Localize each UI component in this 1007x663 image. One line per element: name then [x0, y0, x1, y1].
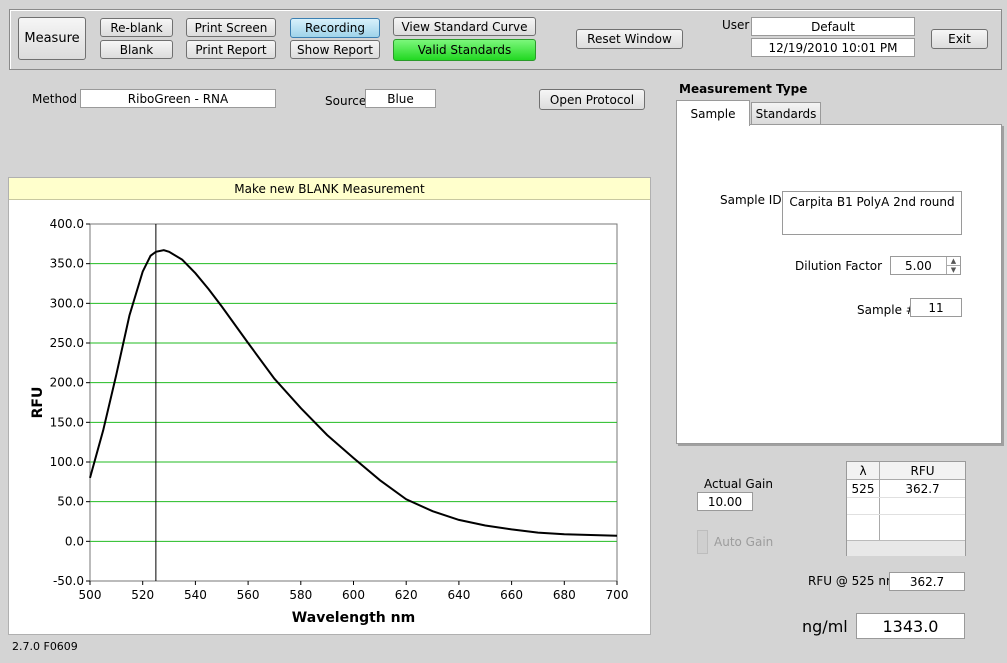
tab-sample[interactable]: Sample: [676, 100, 750, 126]
x-axis-label: Wavelength nm: [292, 610, 415, 626]
rfu-header: RFU: [910, 463, 935, 478]
user-label: User: [722, 18, 750, 32]
x-tick-label: 500: [79, 588, 102, 602]
x-tick-label: 640: [447, 588, 470, 602]
x-tick-label: 520: [131, 588, 154, 602]
version-label: 2.7.0 F0609: [12, 640, 78, 653]
auto-gain-label: Auto Gain: [714, 535, 774, 549]
y-tick-label: 350.0: [50, 257, 84, 271]
valid-standards-indicator: Valid Standards: [393, 39, 536, 61]
spectrum-chart: Make new BLANK Measurement 400.0 350.0 300…: [8, 177, 651, 635]
rfu-at-field: 362.7: [889, 572, 965, 591]
column-divider: [879, 462, 880, 540]
source-field[interactable]: Blue: [365, 89, 436, 108]
table-cell-lambda: 525: [851, 481, 875, 496]
y-tick-label: 250.0: [50, 336, 84, 350]
y-tick-label: 100.0: [50, 455, 84, 469]
table-header: [847, 462, 965, 480]
table-scrollbar[interactable]: [847, 540, 965, 556]
print-screen-button[interactable]: Print Screen: [186, 18, 276, 37]
tab-standards[interactable]: Standards: [751, 102, 821, 125]
row-divider: [847, 514, 965, 515]
chart-message: Make new BLANK Measurement: [9, 178, 650, 200]
table-cell-rfu: 362.7: [905, 481, 940, 496]
x-tick-label: 660: [500, 588, 523, 602]
sample-tab-panel: [676, 124, 1002, 444]
rfu-at-label: RFU @ 525 nm: [808, 574, 898, 588]
source-label: Source: [325, 94, 367, 108]
method-field[interactable]: RiboGreen - RNA: [80, 89, 276, 108]
measure-button[interactable]: Measure: [18, 17, 86, 60]
show-report-button[interactable]: Show Report: [290, 40, 380, 59]
method-label: Method: [32, 92, 78, 106]
y-tick-label: 200.0: [50, 376, 84, 390]
print-report-button[interactable]: Print Report: [186, 40, 276, 59]
y-tick-label: 400.0: [50, 217, 84, 231]
ngml-label: ng/ml: [802, 617, 848, 636]
datetime-field: 12/19/2010 10:01 PM: [751, 38, 915, 57]
exit-button[interactable]: Exit: [931, 29, 988, 49]
row-divider: [847, 497, 965, 498]
rfu-table: λ RFU 525 362.7: [846, 461, 966, 556]
sample-number-field[interactable]: 11: [910, 298, 962, 317]
stepper-up-icon[interactable]: ▲: [947, 257, 960, 266]
sample-id-field[interactable]: Carpita B1 PolyA 2nd round: [782, 191, 962, 235]
recording-button[interactable]: Recording: [290, 18, 380, 38]
ngml-field: 1343.0: [856, 613, 965, 639]
dilution-factor-field[interactable]: 5.00: [890, 256, 961, 275]
dilution-factor-label: Dilution Factor: [795, 259, 883, 273]
x-tick-label: 700: [606, 588, 629, 602]
measurement-type-title: Measurement Type: [679, 82, 808, 96]
plot-area: [89, 223, 618, 582]
x-tick-label: 560: [237, 588, 260, 602]
dilution-stepper[interactable]: ▲ ▼: [946, 257, 960, 274]
x-tick-label: 680: [553, 588, 576, 602]
y-tick-label: 0.0: [65, 534, 84, 548]
view-standard-curve-button[interactable]: View Standard Curve: [393, 17, 536, 36]
y-tick-label: -50.0: [53, 574, 84, 588]
y-tick-label: 300.0: [50, 296, 84, 310]
auto-gain-toggle[interactable]: [697, 530, 708, 554]
toolbar: [9, 9, 1002, 70]
y-tick-label: 150.0: [50, 415, 84, 429]
series-line: [89, 249, 618, 537]
actual-gain-label: Actual Gain: [704, 477, 773, 491]
x-tick-label: 600: [342, 588, 365, 602]
chart-plot: 400.0 350.0 300.0 250.0 200.0 150.0 100.0 50.0 0…: [30, 217, 629, 626]
open-protocol-button[interactable]: Open Protocol: [539, 89, 645, 110]
user-field[interactable]: Default: [751, 17, 915, 36]
lambda-header: λ: [859, 463, 867, 478]
x-tick-label: 540: [184, 588, 207, 602]
reset-window-button[interactable]: Reset Window: [576, 29, 683, 49]
reblank-button[interactable]: Re-blank: [100, 18, 173, 37]
actual-gain-field: 10.00: [697, 492, 753, 511]
y-tick-label: 50.0: [57, 495, 84, 509]
x-tick-label: 580: [289, 588, 312, 602]
x-tick-label: 620: [395, 588, 418, 602]
sample-id-label: Sample ID: [720, 193, 782, 207]
stepper-down-icon[interactable]: ▼: [950, 266, 957, 274]
sample-number-label: Sample #: [857, 303, 916, 317]
y-axis-label: RFU: [30, 387, 46, 419]
blank-button[interactable]: Blank: [100, 40, 173, 59]
